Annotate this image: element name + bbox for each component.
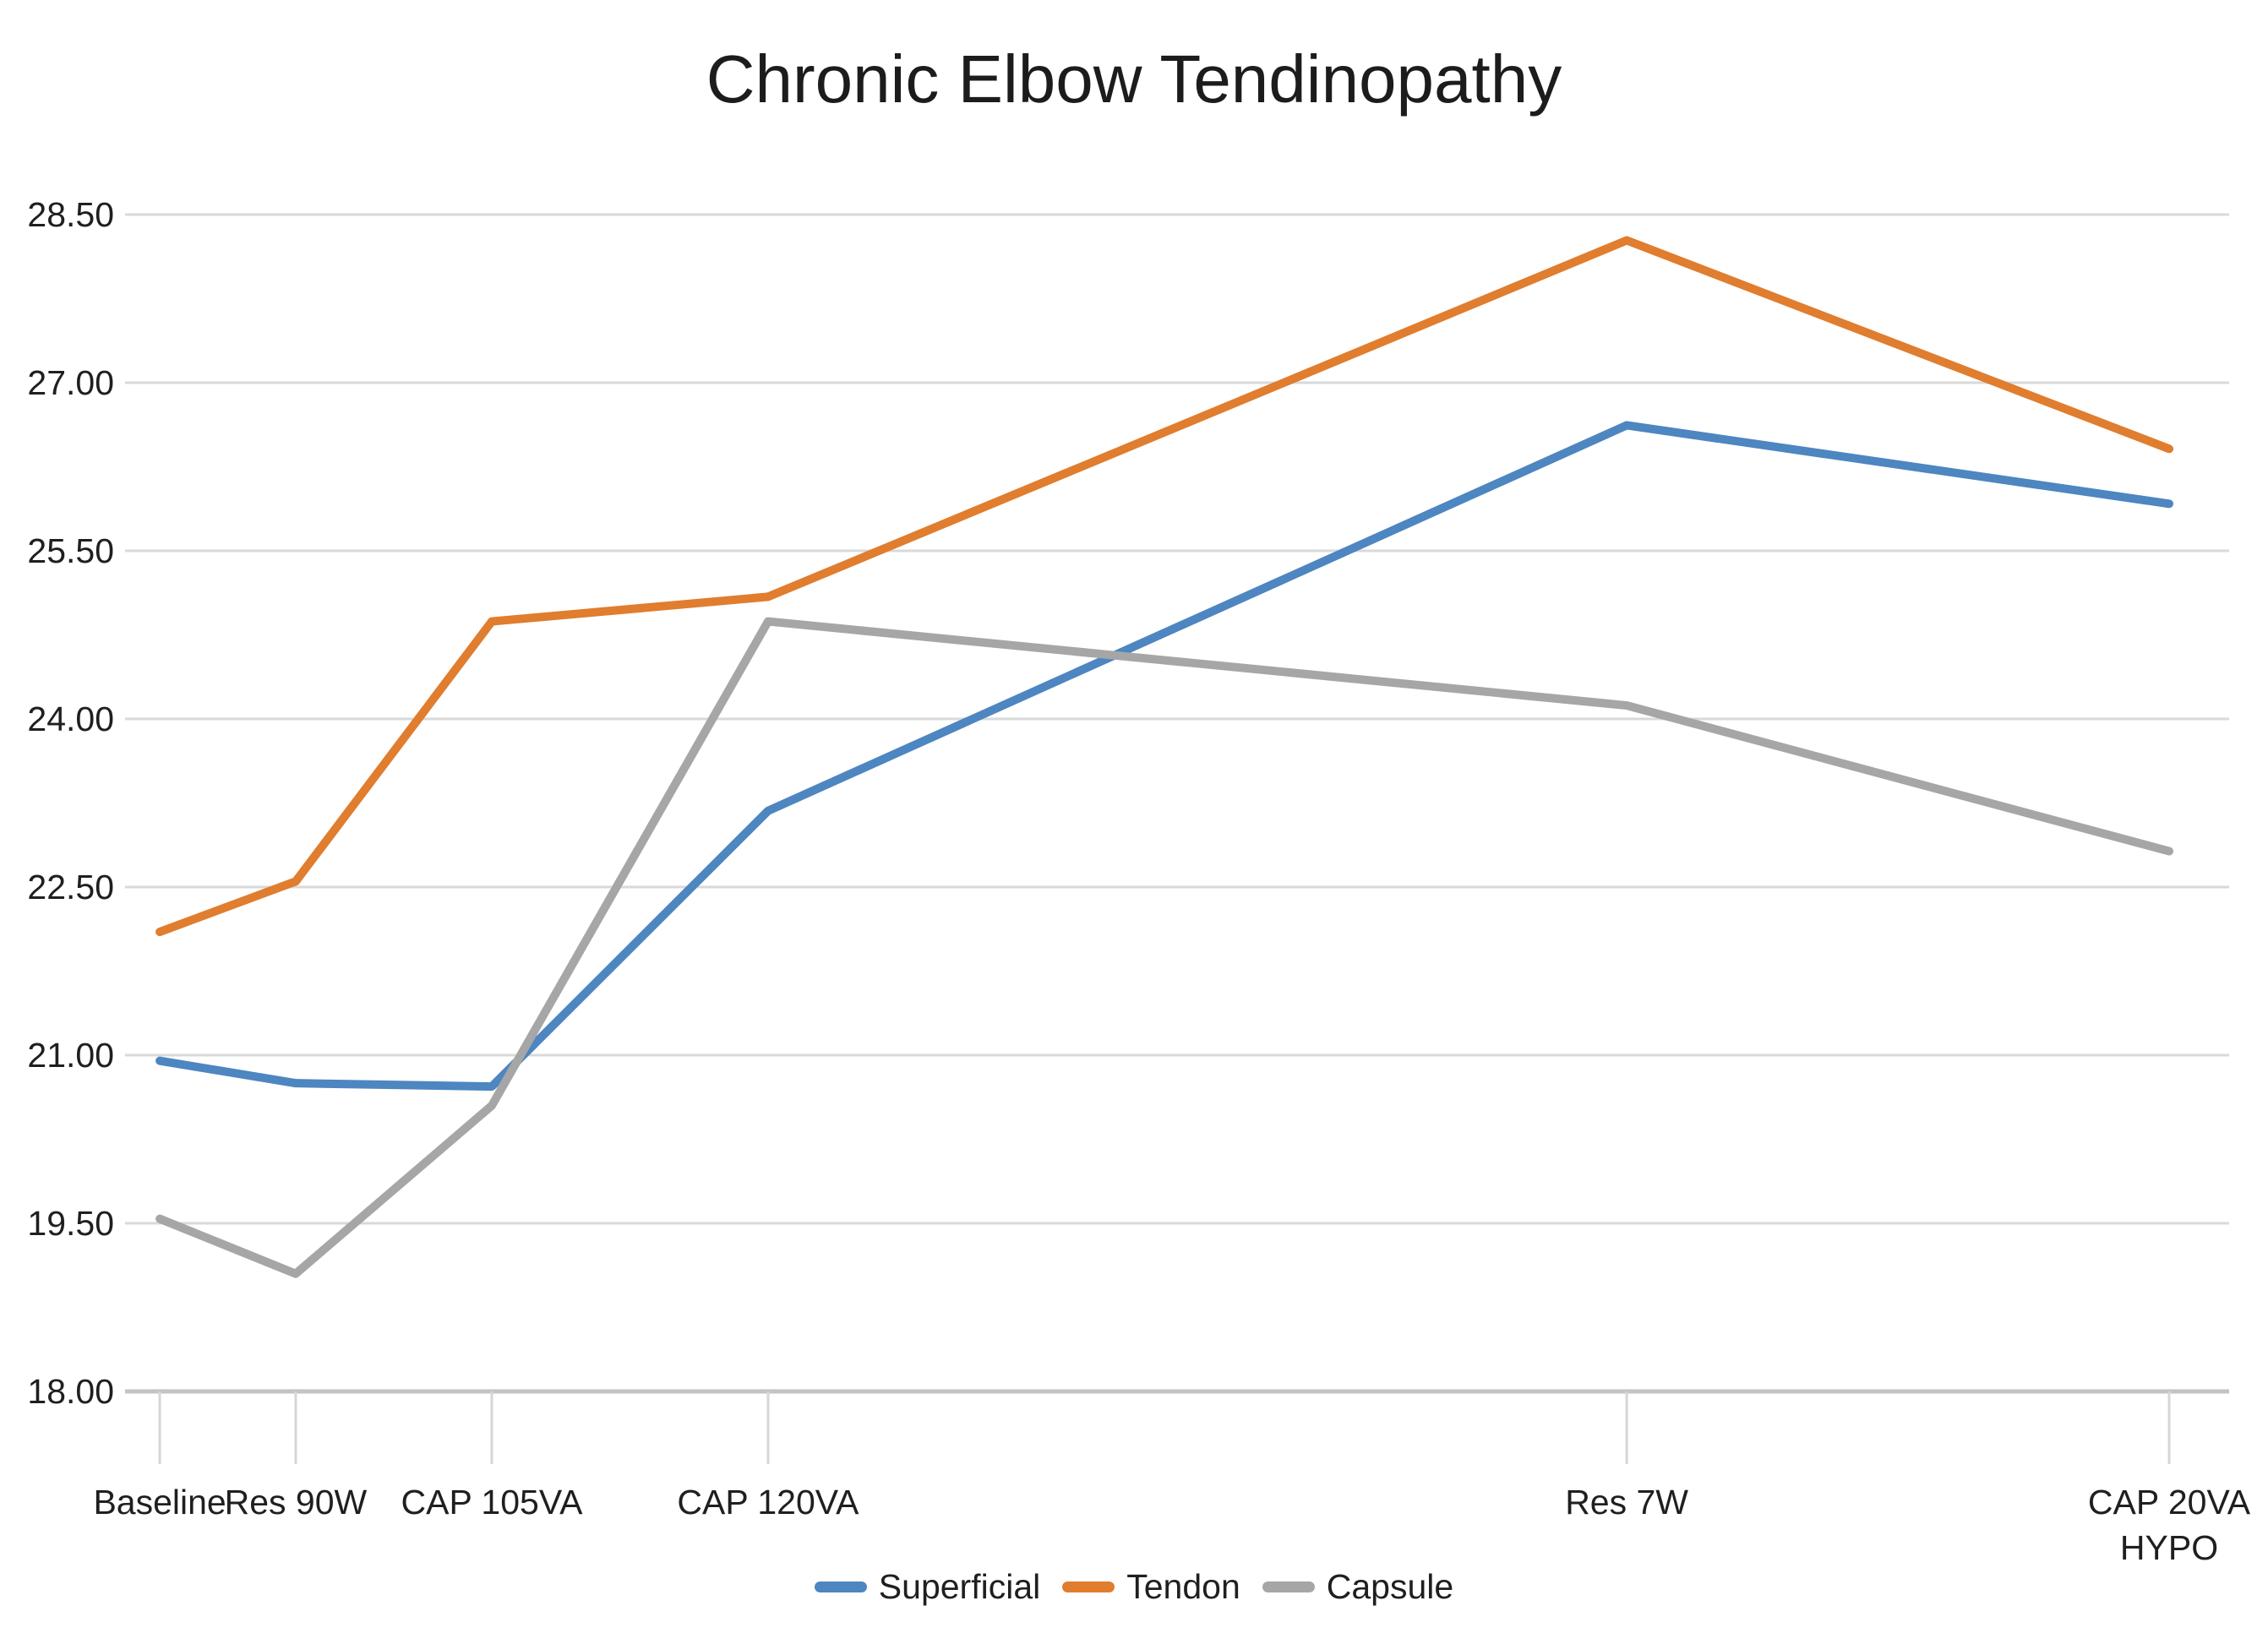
y-tick-label: 19.50 [27,1204,114,1243]
series-line-tendon [155,236,2174,937]
series-line-superficial [155,421,2174,1091]
legend-swatch-superficial [814,1581,867,1592]
legend-item-tendon: Tendon [1062,1570,1240,1604]
x-tick-label: CAP 105VA [401,1483,583,1522]
chart-title: Chronic Elbow Tendinopathy [706,41,1562,117]
legend-label: Capsule [1326,1567,1454,1606]
y-tick-label: 18.00 [27,1372,114,1411]
y-tick-label: 27.00 [27,363,114,402]
legend-label: Superficial [878,1567,1041,1606]
legend-item-capsule: Capsule [1262,1570,1453,1604]
series-line-capsule [155,617,2174,1278]
x-tick-label: HYPO [2120,1528,2218,1567]
x-tick-label: Res 90W [225,1483,368,1522]
y-tick-label: 25.50 [27,531,114,570]
legend-item-superficial: Superficial [814,1567,1041,1606]
x-tick-label: CAP 120VA [677,1483,859,1522]
y-tick-label: 22.50 [27,868,114,906]
legend: Superficial Tendon Capsule [0,1570,2268,1604]
y-tick-label: 21.00 [27,1036,114,1075]
x-tick-label: CAP 20VA [2088,1483,2251,1522]
y-tick-label: 28.50 [27,195,114,234]
y-tick-label: 24.00 [27,700,114,738]
x-tick-label: Res 7W [1565,1483,1688,1522]
x-tick-label: Baseline [93,1483,226,1522]
legend-swatch-tendon [1062,1581,1115,1592]
legend-label: Tendon [1126,1567,1240,1606]
legend-swatch-capsule [1262,1581,1315,1592]
